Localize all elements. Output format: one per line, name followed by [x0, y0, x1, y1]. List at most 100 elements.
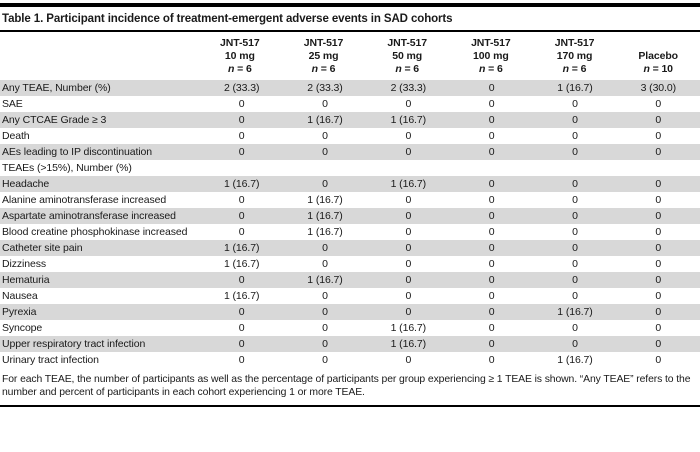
cell-value: 0 — [405, 242, 412, 254]
cell-value: 0 — [572, 210, 578, 222]
cell-value: 0 — [655, 338, 662, 350]
column-drug-label: JNT-517 — [554, 37, 595, 49]
cell-value: 1 (16.7) — [307, 194, 343, 206]
cell-value: 0 — [572, 194, 578, 206]
column-header-2: JNT-517 25 mg n = 6 — [282, 37, 366, 76]
cell-value: 0 — [322, 258, 328, 270]
row-label: Upper respiratory tract infection — [2, 338, 146, 350]
cell-value — [367, 160, 450, 176]
column-header-5: JNT-517 170 mg n = 6 — [533, 37, 617, 76]
cell-value — [617, 160, 700, 176]
cell-value: 2 (33.3) — [307, 82, 343, 94]
cell-value: 2 (33.3) — [390, 82, 427, 94]
n-symbol: n — [478, 63, 486, 75]
table-body: Any TEAE, Number (%) 2 (33.3) 2 (33.3) 2 (3… — [0, 80, 700, 368]
cell-value — [533, 160, 616, 176]
n-symbol: n — [562, 63, 569, 75]
cell-value: 1 (16.7) — [223, 242, 260, 254]
table-title: Table 1. Participant incidence of treatm… — [2, 13, 453, 25]
cell-value: 0 — [488, 274, 495, 286]
cell-value: 0 — [405, 210, 412, 222]
n-value: = 10 — [649, 63, 673, 75]
cell-value: 1 (16.7) — [390, 338, 427, 350]
column-n-label: n = 6 — [533, 63, 617, 76]
cell-value: 1 (16.7) — [557, 82, 593, 94]
row-label: Syncope — [2, 322, 43, 334]
n-value: = 6 — [485, 63, 503, 75]
table-row: Catheter site pain 1 (16.7) 0 0 0 0 0 — [0, 240, 700, 256]
cell-value: 0 — [238, 194, 245, 206]
column-dose-label: 10 mg — [224, 50, 255, 62]
cell-value: 0 — [655, 146, 662, 158]
row-label: Alanine aminotransferase increased — [2, 194, 167, 206]
cell-value: 0 — [572, 338, 578, 350]
cell-value: 0 — [488, 178, 495, 190]
table-row: Nausea 1 (16.7) 0 0 0 0 0 — [0, 288, 700, 304]
column-header-1: JNT-517 10 mg n = 6 — [198, 37, 282, 76]
n-value: = 6 — [317, 63, 336, 75]
row-label: Any TEAE, Number (%) — [2, 82, 111, 94]
cell-value: 0 — [572, 98, 578, 110]
row-label: Death — [2, 130, 30, 142]
cell-value: 0 — [488, 82, 495, 94]
row-label: Nausea — [2, 290, 38, 302]
table-row: Death 0 0 0 0 0 0 — [0, 128, 700, 144]
cell-value: 0 — [238, 114, 245, 126]
n-symbol: n — [311, 63, 318, 75]
cell-value: 0 — [572, 226, 578, 238]
cell-value: 0 — [238, 226, 245, 238]
column-drug-label: JNT-517 — [387, 37, 427, 49]
cell-value — [283, 160, 366, 176]
column-drug-label — [616, 37, 700, 50]
cell-value: 0 — [238, 306, 245, 318]
row-label: SAE — [2, 98, 23, 110]
table-row: Urinary tract infection 0 0 0 0 1 (16.7) 0 — [0, 352, 700, 368]
table-footnote: For each TEAE, the number of participant… — [2, 374, 691, 398]
cell-value: 0 — [238, 274, 245, 286]
cell-value: 1 (16.7) — [557, 354, 593, 366]
cell-value: 0 — [488, 258, 495, 270]
cell-value: 1 (16.7) — [557, 306, 593, 318]
cell-value: 0 — [238, 322, 245, 334]
cell-value: 0 — [322, 306, 328, 318]
cell-value: 0 — [238, 354, 245, 366]
cell-value: 0 — [655, 178, 662, 190]
column-dose-label: 25 mg — [308, 50, 339, 62]
table-row: Alanine aminotransferase increased 0 1 (16… — [0, 192, 700, 208]
row-label: Hematuria — [2, 274, 50, 286]
table-bottom-rule — [0, 405, 700, 407]
n-value: = 6 — [568, 63, 587, 75]
cell-value: 0 — [488, 114, 495, 126]
cell-value: 1 (16.7) — [223, 290, 260, 302]
cell-value: 0 — [572, 290, 578, 302]
cell-value: 0 — [572, 130, 578, 142]
cell-value: 0 — [405, 274, 412, 286]
cell-value: 0 — [572, 146, 578, 158]
cell-value: 1 (16.7) — [390, 114, 427, 126]
cell-value — [200, 160, 283, 176]
cell-value: 0 — [322, 338, 328, 350]
header-label-spacer — [0, 37, 198, 76]
cell-value: 0 — [322, 130, 328, 142]
cell-value: 0 — [405, 306, 412, 318]
cell-value: 2 (33.3) — [223, 82, 260, 94]
column-n-label: n = 10 — [616, 63, 700, 76]
cell-value: 3 (30.0) — [640, 82, 676, 94]
column-header-4: JNT-517 100 mg n = 6 — [449, 37, 533, 76]
cell-value: 0 — [488, 194, 495, 206]
table-row: Aspartate aminotransferase increased 0 1 (… — [0, 208, 700, 224]
cell-value: 1 (16.7) — [307, 114, 343, 126]
cell-value: 0 — [322, 98, 328, 110]
cell-value: 0 — [655, 354, 662, 366]
column-dose-label: 170 mg — [556, 50, 593, 62]
cell-value: 1 (16.7) — [307, 274, 343, 286]
table-row: SAE 0 0 0 0 0 0 — [0, 96, 700, 112]
cell-value: 0 — [238, 338, 245, 350]
cell-value: 0 — [405, 226, 412, 238]
cell-value: 0 — [322, 322, 328, 334]
cell-value: 0 — [405, 258, 412, 270]
row-label: AEs leading to IP discontinuation — [2, 146, 153, 158]
cell-value: 0 — [322, 178, 328, 190]
row-label: Aspartate aminotransferase increased — [2, 210, 176, 222]
